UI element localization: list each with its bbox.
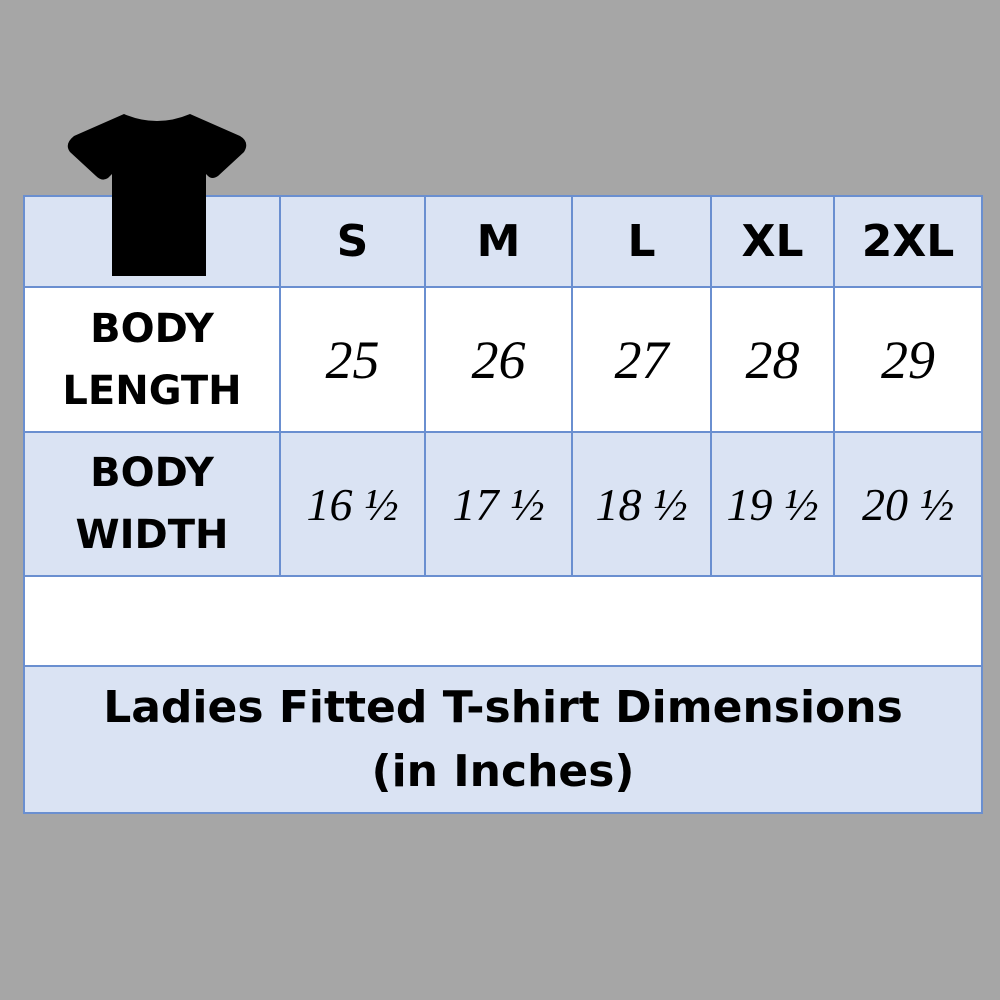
size-header: S xyxy=(279,195,426,288)
size-header: XL xyxy=(710,195,835,288)
row-label: BODY LENGTH xyxy=(23,286,281,433)
size-header: L xyxy=(571,195,712,288)
title-line: Ladies Fitted T-shirt Dimensions xyxy=(103,681,903,733)
header-row: S M L XL 2XL xyxy=(23,195,983,288)
value-cell: 17 ½ xyxy=(424,431,573,577)
row-label-line: BODY xyxy=(90,450,214,496)
empty-row xyxy=(23,575,983,667)
value-cell: 26 xyxy=(424,286,573,433)
value-cell: 27 xyxy=(571,286,712,433)
row-label-line: BODY xyxy=(90,305,214,352)
value-cell: 18 ½ xyxy=(571,431,712,577)
body-length-row: BODY LENGTH 25 26 27 28 29 xyxy=(23,286,983,433)
body-width-row: BODY WIDTH 16 ½ 17 ½ 18 ½ 19 ½ 20 ½ xyxy=(23,431,983,577)
value-cell: 20 ½ xyxy=(833,431,983,577)
t-shirt-icon xyxy=(67,114,247,276)
row-label-line: WIDTH xyxy=(75,512,229,558)
size-header: M xyxy=(424,195,573,288)
value-cell: 29 xyxy=(833,286,983,433)
empty-cell xyxy=(23,575,983,667)
size-header: 2XL xyxy=(833,195,983,288)
value-cell: 16 ½ xyxy=(279,431,426,577)
size-chart-table: S M L XL 2XL BODY LENGTH 25 26 27 28 29 B… xyxy=(23,195,983,814)
value-cell: 25 xyxy=(279,286,426,433)
value-cell: 28 xyxy=(710,286,835,433)
row-label: BODY WIDTH xyxy=(23,431,281,577)
subtitle-line: (in Inches) xyxy=(371,745,635,797)
chart-title: Ladies Fitted T-shirt Dimensions (in Inch… xyxy=(23,665,983,814)
row-label-line: LENGTH xyxy=(62,367,242,414)
title-row: Ladies Fitted T-shirt Dimensions (in Inch… xyxy=(23,665,983,814)
value-cell: 19 ½ xyxy=(710,431,835,577)
